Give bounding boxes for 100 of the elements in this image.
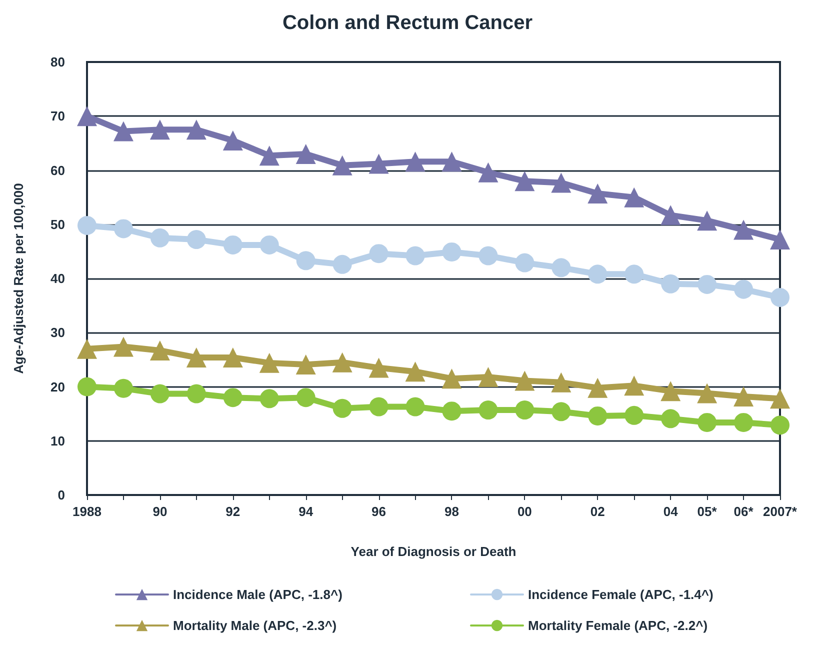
point	[478, 162, 498, 182]
point	[697, 210, 718, 231]
point	[515, 253, 534, 272]
point	[369, 244, 388, 264]
point	[478, 400, 498, 420]
point	[588, 264, 608, 284]
y-tick-label: 10	[50, 433, 65, 448]
point	[624, 376, 644, 396]
point	[186, 384, 206, 404]
point	[113, 121, 134, 142]
x-tick-label: 2007*	[763, 504, 798, 519]
point	[223, 388, 242, 408]
x-tick-label: 06*	[734, 504, 754, 519]
point	[697, 383, 718, 404]
point	[332, 352, 352, 372]
y-tick-label: 70	[50, 108, 65, 124]
legend-label: Mortality Male (APC, -2.3^)	[173, 618, 337, 633]
point	[369, 397, 388, 416]
point	[660, 205, 681, 226]
x-tick-label: 1988	[72, 504, 102, 519]
point	[698, 412, 717, 432]
point	[588, 378, 608, 398]
y-axis-title: Age-Adjusted Rate per 100,000	[11, 183, 26, 374]
point	[186, 120, 206, 140]
point	[296, 251, 316, 270]
point	[222, 130, 243, 150]
point	[296, 144, 316, 164]
point	[442, 152, 462, 172]
point	[405, 152, 426, 172]
point	[442, 402, 462, 421]
x-axis-title: Year of Diagnosis or Death	[350, 544, 516, 559]
point	[368, 154, 389, 174]
y-tick-label: 40	[50, 271, 65, 286]
point	[661, 409, 680, 428]
point	[478, 367, 498, 388]
y-tick-label: 20	[50, 379, 65, 394]
y-tick-label: 80	[50, 54, 65, 70]
y-tick-label: 50	[50, 216, 65, 232]
point	[660, 381, 681, 402]
point	[734, 220, 754, 240]
point	[78, 377, 96, 396]
point	[624, 264, 644, 284]
x-tick-label: 04	[663, 504, 679, 519]
point	[114, 378, 133, 398]
point	[552, 402, 571, 422]
point	[259, 146, 280, 166]
point	[551, 372, 572, 392]
point	[406, 246, 425, 266]
x-tick-label: 00	[517, 504, 532, 519]
point	[150, 384, 170, 404]
point	[478, 246, 498, 266]
legend-label: Mortality Female (APC, -2.2^)	[528, 618, 708, 633]
point	[78, 216, 96, 235]
point	[186, 230, 206, 250]
point	[77, 338, 97, 359]
point	[770, 416, 790, 435]
x-tick-label: 94	[298, 504, 314, 519]
y-tick-label: 60	[50, 162, 65, 178]
chart-title: Colon and Rectum Cancer	[282, 12, 533, 34]
point	[260, 389, 279, 408]
point	[551, 172, 572, 193]
point	[222, 348, 243, 368]
x-tick-label: 02	[590, 504, 605, 519]
x-tick-label: 92	[226, 504, 240, 519]
point	[661, 274, 680, 294]
x-tick-label: 96	[372, 504, 386, 519]
x-tick-label: 05*	[697, 504, 718, 519]
point	[698, 274, 717, 294]
point	[514, 171, 535, 192]
x-tick-label: 90	[152, 504, 168, 519]
point	[734, 280, 754, 299]
point	[260, 235, 279, 254]
point	[259, 352, 280, 373]
point	[150, 120, 170, 140]
point	[405, 362, 426, 382]
point	[770, 230, 790, 250]
point	[150, 228, 170, 248]
point	[770, 388, 790, 409]
point	[734, 412, 754, 432]
point	[113, 336, 134, 357]
point	[368, 358, 389, 378]
point	[77, 106, 97, 126]
y-tick-label: 30	[50, 325, 65, 340]
point	[114, 219, 133, 238]
point	[442, 242, 462, 262]
point	[588, 184, 608, 204]
point	[552, 258, 571, 278]
point	[588, 406, 608, 426]
point	[624, 406, 644, 425]
x-tick-label: 98	[444, 504, 459, 519]
point	[150, 340, 170, 360]
point	[223, 235, 242, 254]
point	[332, 254, 352, 274]
legend-label: Incidence Female (APC, -1.4^)	[528, 587, 714, 602]
point	[624, 187, 644, 208]
point	[442, 368, 462, 389]
point	[296, 354, 316, 375]
y-tick-label: 0	[58, 488, 65, 502]
point	[186, 348, 206, 368]
point	[770, 288, 790, 307]
